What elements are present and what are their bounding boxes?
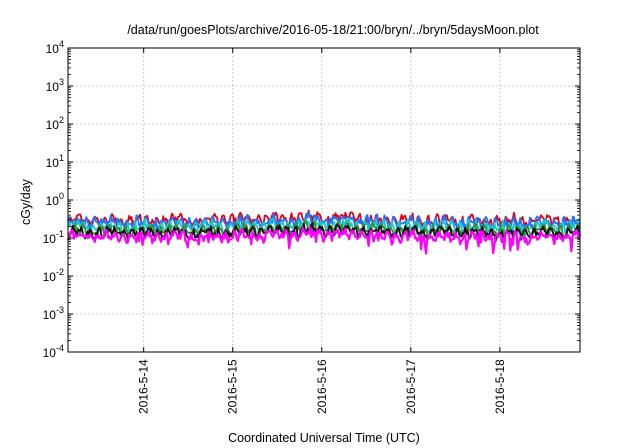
series-line xyxy=(67,221,581,243)
series-line xyxy=(66,226,582,255)
x-tick-label: 2016-5-18 xyxy=(493,359,507,414)
y-tick-label: 101 xyxy=(46,153,64,170)
x-axis-label: Coordinated Universal Time (UTC) xyxy=(228,431,420,445)
x-tick-label: 2016-5-15 xyxy=(226,359,240,414)
x-axis: 2016-5-14 2016-5-15 2016-5-16 2016-5-17 2016… xyxy=(137,48,507,414)
y-tick-label: 10-2 xyxy=(43,267,64,284)
x-tick-label: 2016-5-16 xyxy=(315,359,329,414)
grid xyxy=(68,48,580,352)
y-tick-label: 102 xyxy=(46,115,64,132)
x-tick-label: 2016-5-17 xyxy=(404,359,418,414)
series-lines xyxy=(66,209,582,255)
y-tick-label: 10-3 xyxy=(43,305,64,322)
chart-title: /data/run/goesPlots/archive/2016-05-18/2… xyxy=(127,23,539,37)
x-tick-label: 2016-5-14 xyxy=(137,359,151,414)
y-tick-label: 10-4 xyxy=(43,343,64,360)
y-tick-label: 103 xyxy=(46,77,64,94)
y-axis-label: cGy/day xyxy=(19,178,33,225)
y-tick-label: 10-1 xyxy=(43,229,64,246)
y-tick-label: 104 xyxy=(46,39,64,56)
y-tick-label: 100 xyxy=(46,191,64,208)
y-axis: 10-4 10-3 10-2 10-1 100 101 102 103 104 xyxy=(43,39,580,360)
